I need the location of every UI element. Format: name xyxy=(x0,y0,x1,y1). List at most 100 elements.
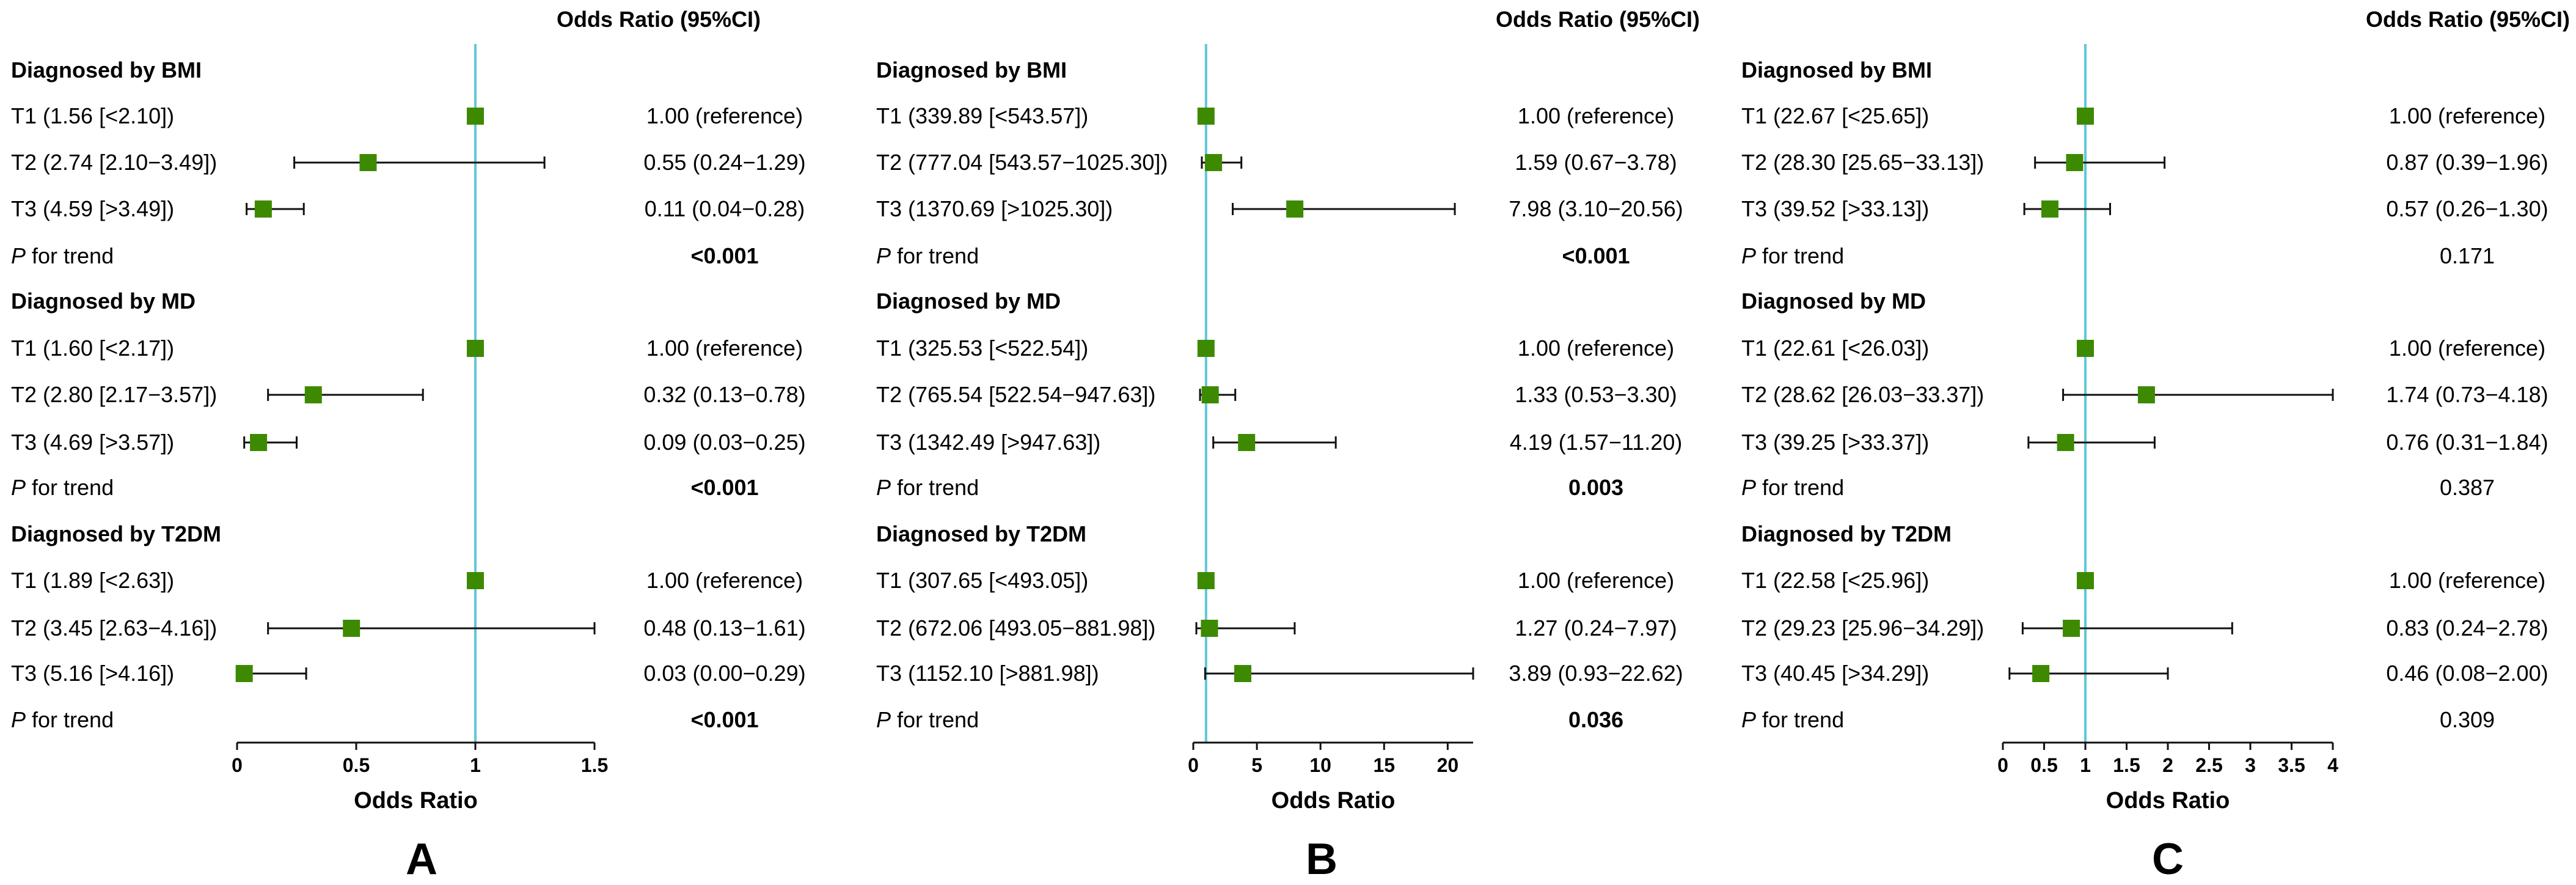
p-trend-label: P for trend xyxy=(11,707,114,732)
p-trend-label: P for trend xyxy=(876,475,979,500)
row-label: T2 (765.54 [522.54−947.63]) xyxy=(876,382,1155,407)
p-trend-label: P for trend xyxy=(1741,243,1844,268)
row-label: T3 (1152.10 [>881.98]) xyxy=(876,661,1099,686)
point-estimate xyxy=(254,200,272,218)
row-label: T3 (1342.49 [>947.63]) xyxy=(876,430,1100,455)
or-ci-value: 0.83 (0.24−2.78) xyxy=(2386,615,2548,641)
p-trend-value: <0.001 xyxy=(690,243,758,268)
point-estimate xyxy=(343,620,360,637)
point-estimate xyxy=(2077,572,2094,589)
row-label: T3 (39.25 [>33.37]) xyxy=(1741,430,1929,455)
point-estimate xyxy=(1201,620,1218,637)
row-label: T3 (5.16 [>4.16]) xyxy=(11,661,174,686)
or-ci-value: 0.32 (0.13−0.78) xyxy=(643,382,805,407)
x-tick-label: 4 xyxy=(2327,754,2338,776)
x-tick-label: 1 xyxy=(470,754,481,776)
panel-label: A xyxy=(406,835,437,884)
x-tick-label: 1.5 xyxy=(2113,754,2140,776)
or-ci-value: 0.48 (0.13−1.61) xyxy=(643,615,805,641)
row-label: T3 (4.59 [>3.49]) xyxy=(11,196,174,221)
row-label: T1 (1.60 [<2.17]) xyxy=(11,336,174,361)
row-label: T2 (28.62 [26.03−33.37]) xyxy=(1741,382,1984,407)
panel-a: Odds Ratio (95%CI) Diagnosed by BMI T1 (1.… xyxy=(11,7,806,884)
or-ci-value: 1.00 (reference) xyxy=(2389,568,2545,593)
point-estimate xyxy=(2032,665,2050,682)
or-ci-value: 0.87 (0.39−1.96) xyxy=(2386,150,2548,175)
group-title: Diagnosed by T2DM xyxy=(876,521,1086,546)
point-estimate xyxy=(1197,572,1215,589)
p-trend-value: 0.387 xyxy=(2440,475,2495,500)
or-ci-value: 0.76 (0.31−1.84) xyxy=(2386,430,2548,455)
or-ci-value: 0.55 (0.24−1.29) xyxy=(643,150,805,175)
row-label: T1 (1.89 [<2.63]) xyxy=(11,568,174,593)
or-ci-value: 4.19 (1.57−11.20) xyxy=(1510,430,1683,455)
panel-c: Odds Ratio (95%CI) Diagnosed by BMI T1 (22… xyxy=(1741,7,2570,884)
row-label: T3 (39.52 [>33.13]) xyxy=(1741,196,1929,221)
point-estimate xyxy=(2137,386,2155,403)
point-estimate xyxy=(235,665,253,682)
row-label: T1 (307.65 [<493.05]) xyxy=(876,568,1088,593)
x-tick-label: 3.5 xyxy=(2278,754,2305,776)
row-label: T1 (22.61 [<26.03]) xyxy=(1741,336,1929,361)
or-ci-value: 0.11 (0.04−0.28) xyxy=(645,196,805,221)
x-tick-label: 20 xyxy=(1437,754,1459,776)
row-label: T3 (1370.69 [>1025.30]) xyxy=(876,196,1113,221)
p-trend-label: P for trend xyxy=(11,243,114,268)
or-ci-value: 0.09 (0.03−0.25) xyxy=(643,430,805,455)
or-ci-value: 1.33 (0.53−3.30) xyxy=(1515,382,1677,407)
point-estimate xyxy=(467,572,484,589)
or-ci-value: 1.00 (reference) xyxy=(646,103,803,128)
row-label: T2 (777.04 [543.57−1025.30]) xyxy=(876,150,1168,175)
row-label: T2 (28.30 [25.65−33.13]) xyxy=(1741,150,1984,175)
point-estimate xyxy=(304,386,322,403)
group-title: Diagnosed by BMI xyxy=(11,57,202,83)
point-estimate xyxy=(2057,434,2074,451)
row-label: T1 (339.89 [<543.57]) xyxy=(876,103,1088,128)
or-ci-value: 7.98 (3.10−20.56) xyxy=(1509,196,1683,221)
point-estimate xyxy=(1197,108,1215,125)
point-estimate xyxy=(1197,340,1215,357)
p-trend-value: 0.309 xyxy=(2440,707,2495,732)
row-label: T1 (22.67 [<25.65]) xyxy=(1741,103,1929,128)
or-ci-value: 1.59 (0.67−3.78) xyxy=(1515,150,1677,175)
group-title: Diagnosed by T2DM xyxy=(1741,521,1952,546)
point-estimate xyxy=(2041,200,2058,218)
point-estimate xyxy=(1201,386,1219,403)
or-ci-value: 3.89 (0.93−22.62) xyxy=(1509,661,1683,686)
or-ci-header: Odds Ratio (95%CI) xyxy=(557,7,761,32)
or-ci-value: 1.00 (reference) xyxy=(1518,336,1674,361)
row-label: T1 (22.58 [<25.96]) xyxy=(1741,568,1929,593)
x-tick-label: 0 xyxy=(1997,754,2008,776)
x-axis-title: Odds Ratio xyxy=(2106,788,2230,813)
x-tick-label: 0 xyxy=(1188,754,1199,776)
or-ci-value: 0.57 (0.26−1.30) xyxy=(2386,196,2548,221)
point-estimate xyxy=(359,154,377,171)
or-ci-value: 1.74 (0.73−4.18) xyxy=(2386,382,2548,407)
or-ci-value: 1.00 (reference) xyxy=(646,568,803,593)
row-label: T3 (40.45 [>34.29]) xyxy=(1741,661,1929,686)
row-label: T2 (2.80 [2.17−3.57]) xyxy=(11,382,217,407)
p-trend-label: P for trend xyxy=(1741,707,1844,732)
p-trend-value: <0.001 xyxy=(690,707,758,732)
or-ci-value: 0.46 (0.08−2.00) xyxy=(2386,661,2548,686)
or-ci-header: Odds Ratio (95%CI) xyxy=(1496,7,1700,32)
group-title: Diagnosed by MD xyxy=(1741,288,1926,314)
row-label: T2 (2.74 [2.10−3.49]) xyxy=(11,150,217,175)
p-trend-label: P for trend xyxy=(876,707,979,732)
point-estimate xyxy=(2077,340,2094,357)
x-tick-label: 1.5 xyxy=(581,754,608,776)
point-estimate xyxy=(250,434,268,451)
p-trend-label: P for trend xyxy=(11,475,114,500)
point-estimate xyxy=(1205,154,1223,171)
row-label: T2 (3.45 [2.63−4.16]) xyxy=(11,615,217,641)
p-trend-value: 0.036 xyxy=(1568,707,1623,732)
panel-b: Odds Ratio (95%CI) Diagnosed by BMI T1 (33… xyxy=(876,7,1700,884)
panel-label: B xyxy=(1306,835,1337,884)
x-tick-label: 2 xyxy=(2162,754,2173,776)
x-tick-label: 10 xyxy=(1309,754,1331,776)
x-tick-label: 2.5 xyxy=(2195,754,2222,776)
or-ci-value: 1.00 (reference) xyxy=(2389,336,2545,361)
or-ci-value: 1.00 (reference) xyxy=(2389,103,2545,128)
point-estimate xyxy=(1286,200,1304,218)
